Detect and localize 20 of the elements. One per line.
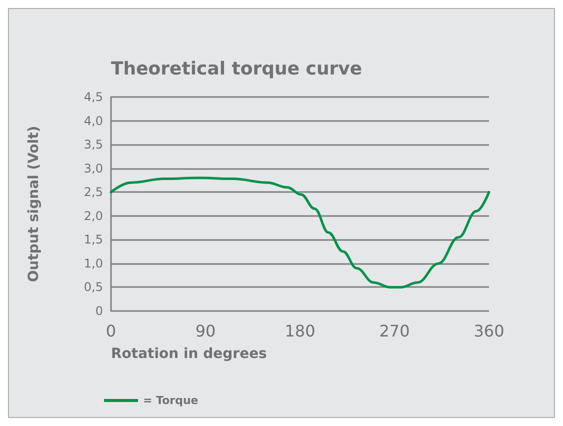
y-tick-label: 1,0 bbox=[84, 256, 103, 270]
y-tick-label: 2,5 bbox=[84, 185, 103, 200]
x-axis-title: Rotation in degrees bbox=[111, 346, 267, 362]
x-tick-label: 360 bbox=[474, 322, 504, 340]
y-tick-label: 3,5 bbox=[84, 138, 103, 152]
legend-label: = Torque bbox=[143, 394, 198, 407]
line-series bbox=[110, 176, 490, 288]
y-tick-label: 0 bbox=[95, 304, 103, 318]
y-tick-label: 2,0 bbox=[84, 208, 103, 223]
y-tick-label: 4,5 bbox=[84, 90, 103, 104]
x-tick-label: 180 bbox=[284, 322, 316, 340]
y-tick-label: 1,5 bbox=[84, 232, 103, 247]
y-tick-label: 0,5 bbox=[84, 280, 103, 294]
x-tick-label: 90 bbox=[195, 322, 216, 340]
y-tick-label: 4,0 bbox=[84, 114, 103, 128]
chart-title: Theoretical torque curve bbox=[111, 58, 362, 80]
x-tick-label: 270 bbox=[379, 322, 410, 340]
y-axis-title: Output signal (Volt) bbox=[26, 126, 42, 282]
x-tick-label: 0 bbox=[106, 322, 116, 340]
y-tick-label: 3,0 bbox=[84, 161, 103, 176]
